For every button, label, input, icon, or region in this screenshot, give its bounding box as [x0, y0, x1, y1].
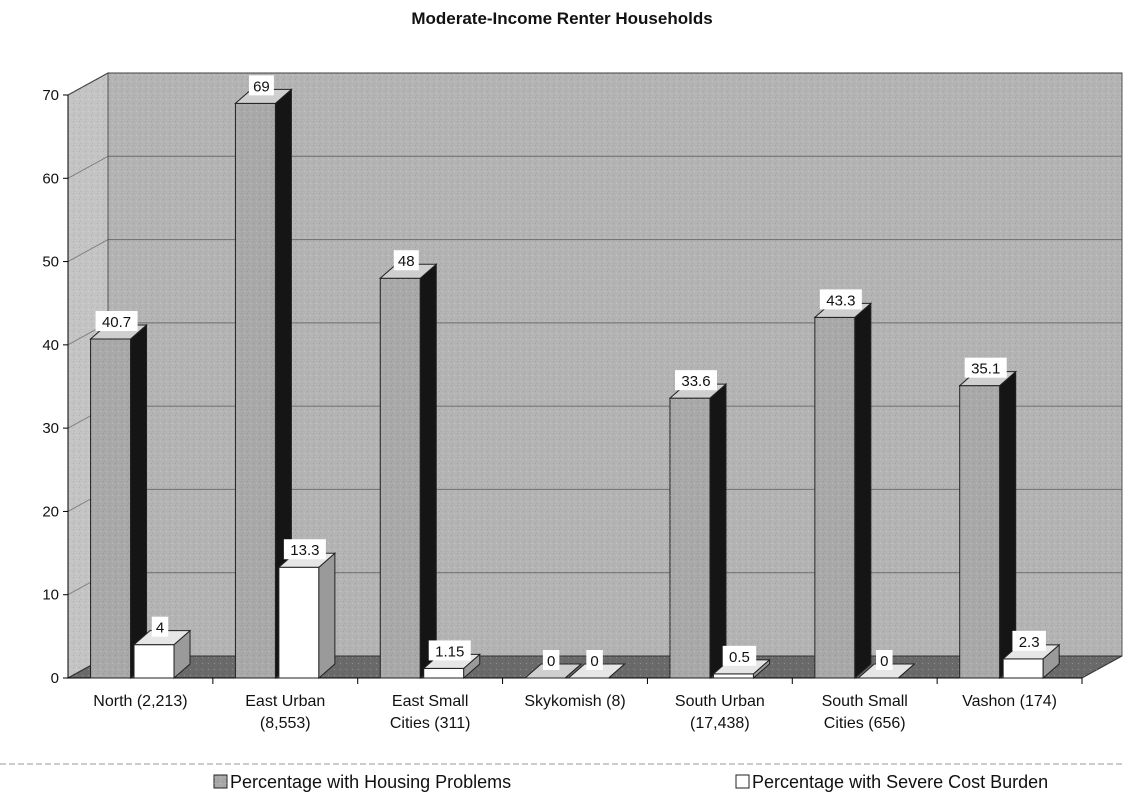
gridline-side — [67, 155, 109, 179]
bar-side — [419, 263, 437, 680]
y-tick-label: 70 — [42, 87, 59, 104]
data-label-box — [876, 650, 893, 670]
data-label-box — [283, 539, 326, 560]
data-label: 0 — [880, 653, 888, 670]
bar — [378, 263, 438, 680]
category-label: Skykomish (8) — [524, 693, 625, 710]
category-label: East Urban — [245, 693, 325, 710]
bar — [856, 663, 916, 679]
data-label: 2.3 — [1019, 634, 1040, 651]
legend-swatch — [735, 774, 750, 789]
data-label: 69 — [253, 78, 270, 95]
bar-front — [278, 566, 320, 679]
data-label-box — [428, 640, 471, 661]
y-tick-label: 60 — [42, 170, 59, 187]
bar-top — [856, 663, 916, 679]
bar-front — [423, 667, 465, 679]
data-label: 0 — [590, 653, 598, 670]
category-label: Cities (656) — [824, 715, 906, 732]
y-tick-label: 50 — [42, 254, 59, 271]
data-label: 33.6 — [681, 373, 710, 390]
category-label: East Small — [392, 693, 468, 710]
bar-top — [523, 663, 583, 679]
bar-front-texture — [235, 103, 276, 679]
data-label: 4 — [156, 620, 164, 637]
data-label-box — [964, 357, 1007, 378]
category-label: Cities (311) — [390, 715, 471, 732]
category-label: (8,553) — [260, 715, 311, 732]
data-label-box — [393, 250, 419, 271]
bar — [813, 302, 873, 680]
bar-side — [854, 302, 872, 680]
data-label-box — [542, 650, 560, 670]
y-tick-label: 10 — [42, 587, 59, 604]
legend-label: Percentage with Housing Problems — [230, 772, 511, 792]
bar-side — [318, 552, 336, 680]
y-tick-label: 40 — [42, 337, 59, 354]
data-label-box — [151, 616, 169, 637]
bar — [523, 663, 583, 679]
data-label: 1.15 — [435, 643, 464, 660]
data-label-box — [722, 645, 757, 666]
bar — [958, 370, 1018, 680]
bar — [234, 88, 293, 680]
bar — [132, 629, 192, 680]
y-tick-label: 20 — [42, 503, 59, 520]
data-label: 43.3 — [826, 292, 855, 309]
data-label-box — [674, 370, 717, 391]
bar-side — [130, 323, 148, 680]
bar — [668, 383, 728, 680]
gridline-side — [67, 239, 109, 263]
category-label: Vashon (174) — [962, 693, 1057, 710]
category-label: South Urban — [675, 693, 765, 710]
bar — [567, 663, 626, 679]
bar-front-texture — [669, 398, 710, 678]
bar-side — [709, 383, 727, 680]
bar-front-texture — [814, 317, 855, 678]
data-label: 13.3 — [290, 542, 319, 559]
legend-swatch-texture — [214, 775, 227, 788]
legend: Percentage with Housing Problems Percenta… — [213, 772, 1048, 792]
bar-top — [567, 663, 626, 679]
bar-front-texture — [90, 339, 131, 678]
data-label-box — [248, 75, 274, 96]
bar-front — [133, 644, 175, 679]
data-label: 48 — [398, 253, 415, 270]
y-tick-label: 30 — [42, 420, 59, 437]
plot-area: 0 10 20 30 40 50 60 70 40.7 69 48 0 33.6 43.3 35.1 4 13.… — [42, 72, 1123, 732]
gridline-side — [67, 72, 109, 96]
data-label: 35.1 — [971, 361, 1000, 378]
bar — [89, 323, 148, 680]
data-label-box — [1012, 630, 1046, 651]
data-label-box — [819, 289, 862, 310]
bar-front — [1002, 658, 1044, 679]
legend-label: Percentage with Severe Cost Burden — [752, 772, 1048, 792]
data-label: 0.5 — [729, 649, 750, 666]
data-label-box — [586, 650, 603, 670]
data-label: 40.7 — [102, 314, 131, 331]
bar-front-texture — [380, 278, 421, 678]
category-label: (17,438) — [690, 715, 750, 732]
category-label: South Small — [822, 693, 908, 710]
bar-front — [712, 673, 754, 679]
bar — [277, 552, 337, 680]
chart-title: Moderate-Income Renter Households — [411, 9, 712, 28]
data-label: 0 — [547, 653, 555, 670]
bar-front-texture — [959, 385, 1000, 678]
bar-top — [132, 630, 192, 646]
data-label-box — [95, 311, 138, 332]
y-tick-label: 0 — [51, 670, 59, 687]
category-label: North (2,213) — [93, 693, 187, 710]
